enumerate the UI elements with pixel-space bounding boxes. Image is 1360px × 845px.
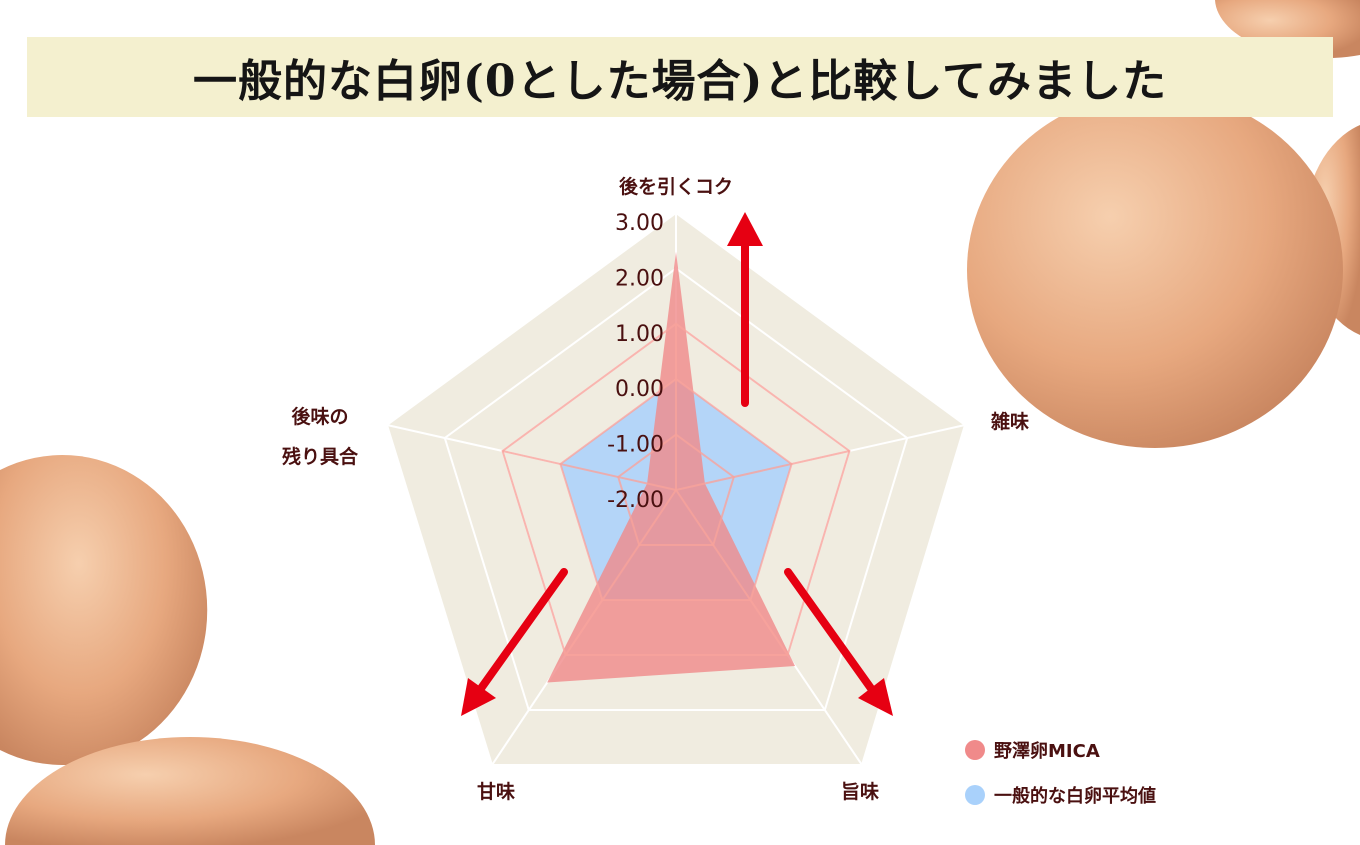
tick-label: 0.00 [615, 377, 664, 402]
axis-label: 後を引くコク [619, 175, 733, 198]
radar-grid-ring [443, 267, 909, 711]
arrow-down-right [784, 568, 879, 698]
radar-grid-ring-overlay [559, 377, 793, 601]
egg-image [0, 455, 208, 765]
radar-ticks: 3.00 2.00 1.00 0.00 -1.00 -2.00 [607, 211, 664, 513]
legend-label: 野澤卵MICA [994, 740, 1100, 762]
radar-spoke-overlay [564, 489, 677, 656]
axis-label: 後味の [291, 405, 348, 428]
tick-label: 1.00 [615, 322, 664, 347]
legend-swatch [965, 785, 985, 805]
tick-label: 3.00 [615, 211, 664, 236]
egg-image [5, 737, 375, 845]
radar-spoke-overlay [675, 489, 789, 656]
tick-label: 2.00 [615, 266, 664, 291]
axis-label: 残り具合 [282, 445, 359, 468]
title-bar: 一般的な白卵(0とした場合)と比較してみました [27, 37, 1333, 117]
arrow-head-icon [727, 212, 763, 246]
radar-grid-ring-overlay [501, 322, 851, 656]
arrow-head-icon [858, 678, 893, 716]
egg-image [967, 92, 1343, 448]
radar-grid-ring-overlay [617, 433, 735, 546]
axis-label: 雑味 [990, 410, 1029, 433]
axis-label: 甘味 [477, 781, 515, 803]
radar-series [501, 251, 851, 683]
page-title: 一般的な白卵(0とした場合)と比較してみました [193, 56, 1167, 107]
arrows [461, 212, 893, 716]
axis-label: 旨味 [841, 781, 879, 803]
radar-spoke-overlay [502, 450, 677, 491]
arrow-down-left [473, 568, 568, 698]
tick-label: -1.00 [607, 433, 664, 458]
arrow-head-icon [461, 678, 496, 716]
radar-spoke-overlay [675, 450, 850, 491]
legend-swatch [965, 740, 985, 760]
legend-label: 一般的な白卵平均値 [994, 785, 1156, 807]
tick-label: -2.00 [607, 488, 664, 513]
legend: 野澤卵MICA 一般的な白卵平均値 [965, 740, 1156, 807]
